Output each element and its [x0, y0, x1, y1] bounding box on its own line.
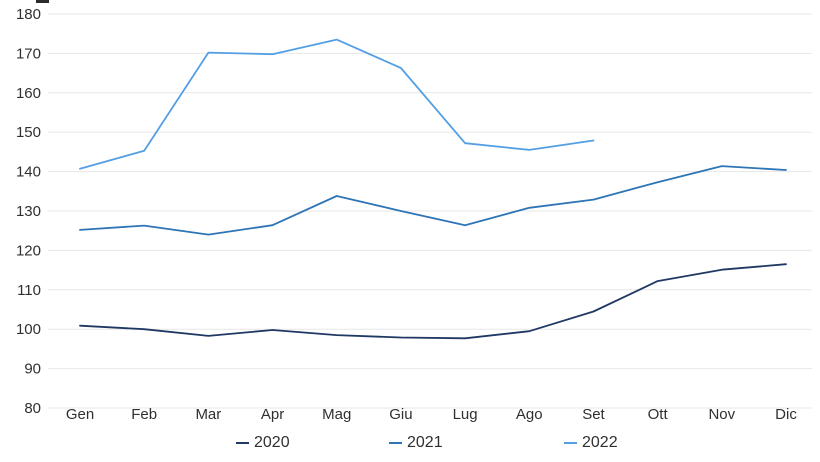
y-axis-tick-label: 110 [17, 282, 41, 299]
legend-label-2020: 2020 [254, 434, 290, 451]
y-axis-tick-label: 150 [16, 124, 41, 141]
x-axis-tick-label: Nov [708, 406, 735, 423]
series-line-2022 [79, 38, 595, 170]
y-axis-tick-label: 140 [16, 164, 41, 181]
legend-item-2020: 2020 [236, 433, 290, 453]
cropped-artifact [36, 0, 49, 3]
y-axis-tick-label: 100 [16, 321, 41, 338]
x-axis-tick-label: Feb [131, 406, 157, 423]
y-axis-tick-label: 120 [16, 242, 41, 259]
y-axis-tick-label: 180 [16, 6, 41, 23]
x-axis-tick-label: Apr [261, 406, 284, 423]
x-axis-tick-label: Ago [516, 406, 543, 423]
x-axis-tick-label: Set [582, 406, 605, 423]
y-axis-tick-label: 130 [16, 203, 41, 220]
x-axis-tick-label: Mag [322, 406, 351, 423]
y-axis-tick-label: 160 [16, 85, 41, 102]
x-axis-tick-label: Ott [648, 406, 669, 423]
x-axis-tick-label: Gen [66, 406, 94, 423]
legend-item-2022: 2022 [564, 433, 618, 453]
x-axis-tick-label: Giu [389, 406, 412, 423]
x-axis-tick-label: Dic [775, 406, 797, 423]
legend-label-2022: 2022 [582, 434, 618, 451]
x-axis-tick-label: Lug [453, 406, 478, 423]
legend-label-2021: 2021 [407, 434, 443, 451]
legend-marker-2022-icon [564, 442, 577, 444]
series-line-2020 [79, 263, 787, 340]
legend-marker-2021-icon [389, 442, 402, 444]
y-axis-tick-label: 90 [24, 361, 41, 378]
y-axis-tick-label: 170 [16, 45, 41, 62]
series-line-2021 [79, 165, 787, 236]
legend-item-2021: 2021 [389, 433, 443, 453]
legend-marker-2020-icon [236, 442, 249, 444]
x-axis-tick-label: Mar [195, 406, 221, 423]
y-axis-tick-label: 80 [24, 400, 41, 417]
